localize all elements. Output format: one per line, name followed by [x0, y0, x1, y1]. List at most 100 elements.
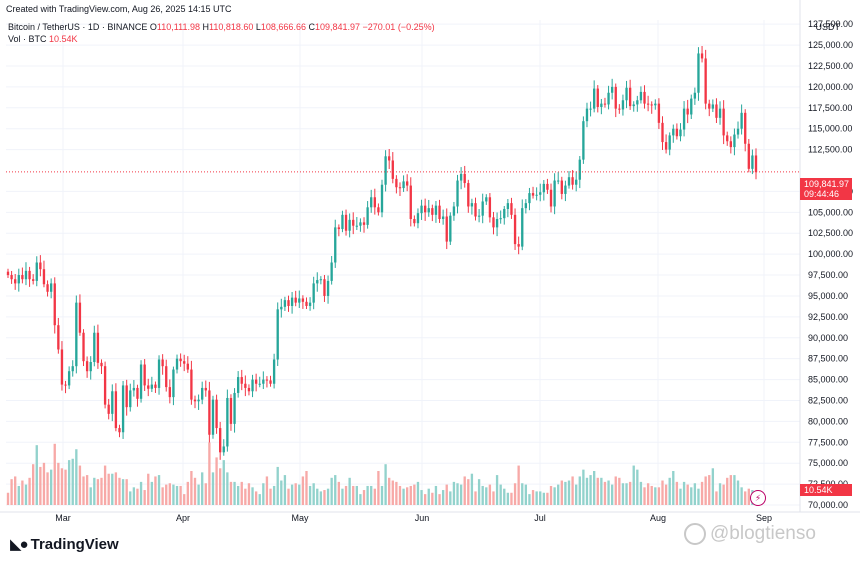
- candle-body: [517, 244, 520, 247]
- candle-body: [262, 379, 265, 384]
- volume-bar: [477, 479, 481, 505]
- volume-bar: [132, 487, 136, 505]
- candle-body: [32, 279, 35, 281]
- candle-body: [280, 306, 283, 310]
- candle-body: [621, 100, 625, 110]
- candle-body: [441, 216, 445, 220]
- y-tick-label: 87,500.00: [808, 354, 848, 364]
- candle-body: [470, 203, 474, 207]
- volume-bar: [557, 484, 560, 505]
- low-value: 108,666.66: [260, 22, 306, 32]
- volume-bar: [53, 443, 56, 505]
- candle-body: [190, 369, 193, 400]
- candle-body: [219, 428, 222, 453]
- volume-bar: [276, 466, 279, 505]
- volume-bar: [528, 494, 531, 505]
- volume-bar: [413, 484, 416, 505]
- volume-bar: [222, 460, 225, 505]
- candle-body: [463, 173, 466, 184]
- volume-bar: [39, 466, 42, 505]
- volume-bar: [17, 485, 20, 505]
- candle-body: [449, 215, 452, 242]
- candle-body: [539, 192, 542, 195]
- volume-bar: [726, 477, 729, 505]
- candle-body: [690, 98, 693, 115]
- volume-bar: [503, 488, 506, 505]
- volume-bar: [186, 481, 189, 505]
- volume-bar: [409, 485, 412, 505]
- y-tick-label: 102,500.00: [808, 228, 853, 238]
- volume-bar: [675, 481, 679, 505]
- y-tick-label: 112,500.00: [808, 145, 852, 155]
- volume-bar: [308, 485, 312, 505]
- candle-body: [675, 128, 679, 137]
- candle-body: [596, 88, 599, 107]
- candle-body: [236, 377, 240, 393]
- candle-body: [39, 262, 42, 270]
- candle-body: [672, 128, 675, 136]
- volume-bar: [546, 492, 549, 505]
- volume-bar: [639, 481, 643, 505]
- volume-bar: [711, 468, 715, 505]
- volume-bar: [441, 490, 445, 505]
- candle-body: [316, 280, 319, 284]
- volume-bar: [71, 458, 74, 505]
- volume-legend: Vol · BTC 10.54K: [8, 34, 78, 45]
- candle-body: [513, 214, 517, 245]
- flash-icon[interactable]: ⚡: [750, 490, 766, 506]
- candle-body: [24, 270, 28, 280]
- last-volume-badge: 10.54K: [800, 484, 852, 496]
- candle-body: [524, 203, 528, 209]
- candle-body: [549, 189, 553, 207]
- y-tick-label: 77,500.00: [808, 437, 848, 447]
- candle-body: [391, 160, 394, 179]
- candle-body: [744, 112, 747, 144]
- volume-bar: [103, 465, 107, 505]
- created-note: Created with TradingView.com, Aug 26, 20…: [6, 4, 232, 14]
- volume-bar: [244, 488, 247, 505]
- candle-body: [258, 383, 261, 385]
- volume-bar: [646, 483, 650, 505]
- volume-bar: [416, 481, 420, 505]
- last-price-value: 109,841.97: [804, 179, 850, 189]
- volume-bar: [226, 472, 229, 505]
- candle-body: [233, 392, 236, 424]
- volume-bar: [431, 492, 434, 505]
- volume-bar: [582, 469, 585, 505]
- volume-bar: [571, 476, 574, 505]
- candle-body: [53, 283, 56, 326]
- candle-body: [553, 180, 556, 207]
- candle-body: [265, 379, 269, 381]
- symbol-label[interactable]: Bitcoin / TetherUS · 1D · BINANCE: [8, 22, 148, 32]
- volume-bar: [355, 485, 358, 505]
- candle-body: [467, 183, 470, 207]
- candle-body: [215, 399, 218, 429]
- close-label: C: [308, 22, 315, 32]
- volume-bar: [549, 485, 553, 505]
- volume-bar: [236, 485, 240, 505]
- candle-body: [423, 205, 427, 213]
- x-tick-label: Apr: [176, 513, 190, 523]
- candle-body: [697, 53, 700, 93]
- candle-body: [456, 180, 459, 207]
- candle-body: [747, 143, 750, 169]
- candle-body: [564, 185, 567, 194]
- candle-body: [10, 275, 13, 280]
- volume-bar: [718, 483, 722, 505]
- candle-body: [751, 155, 754, 169]
- volume-bar: [287, 488, 290, 505]
- volume-bar: [682, 481, 686, 505]
- candle-body: [226, 397, 229, 447]
- volume-bar: [143, 490, 146, 505]
- candle-body: [60, 349, 64, 385]
- candle-body: [733, 134, 736, 148]
- candle-body: [49, 283, 53, 292]
- candle-body: [650, 104, 653, 106]
- volume-bar: [693, 483, 697, 505]
- volume-bar: [316, 488, 319, 505]
- volume-bar: [165, 484, 168, 505]
- volume-bar: [269, 488, 272, 505]
- candle-body: [542, 183, 545, 193]
- volume-bar: [700, 481, 704, 505]
